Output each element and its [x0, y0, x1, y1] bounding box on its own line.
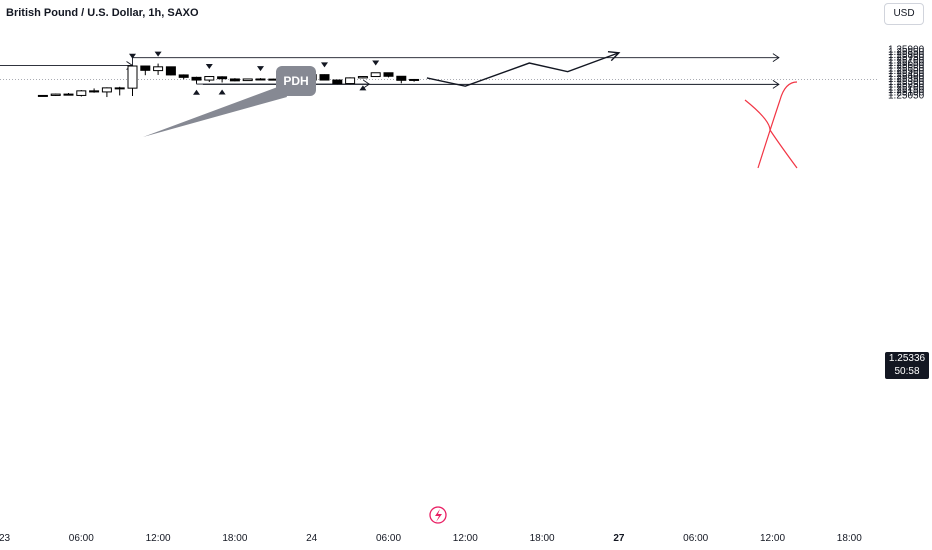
current-price-badge: 1.25336 50:58 [885, 352, 929, 379]
currency-button[interactable]: USD [884, 3, 924, 25]
price-tick-label: 1.25400 [888, 72, 925, 83]
candle-body [345, 77, 356, 85]
time-tick-label: 23 [0, 533, 10, 544]
price-tick-label: 1.25300 [888, 77, 925, 88]
pdh-callout-pointer [143, 85, 287, 137]
time-tick-label: 12:00 [453, 533, 478, 544]
candle-body [165, 66, 176, 76]
projection-arrowhead [607, 51, 621, 62]
price-tick-label: 1.25050 [888, 90, 925, 101]
candle-body [114, 87, 125, 90]
marker-down [154, 51, 162, 57]
candle-body [127, 65, 138, 89]
price-tick-label: 1.25600 [888, 61, 925, 72]
candle-body [255, 78, 266, 81]
price-tick-label: 1.25500 [888, 66, 925, 77]
marker-down [321, 62, 328, 68]
horizontal-lines [0, 53, 780, 89]
marker-up [193, 89, 200, 95]
price-tick-label: 1.25900 [888, 45, 925, 56]
price-tick-label: 1.25850 [888, 47, 925, 58]
price-tick-label: 1.25100 [888, 88, 925, 99]
time-tick-label: 06:00 [683, 533, 708, 544]
candle-body [153, 66, 164, 72]
candle-body [357, 76, 368, 79]
candle-body [332, 79, 343, 85]
horizontal-line-arrow [772, 79, 780, 89]
time-tick-label: 06:00 [69, 533, 94, 544]
candle-body [319, 74, 330, 81]
marker-down [257, 66, 264, 72]
marker-up [218, 89, 226, 95]
marker-down [129, 53, 136, 59]
candle-body [396, 75, 407, 81]
marker-down [205, 64, 213, 69]
price-tick-label: 1.25200 [888, 82, 925, 93]
red-cross-annotation [744, 81, 798, 169]
candle-body [63, 93, 74, 96]
projection-path [426, 51, 621, 87]
time-axis[interactable]: 23 06:00 12:00 18:00 24 06:00 12:00 18:00 27 06:0… [0, 533, 862, 544]
price-axis[interactable]: 1.259001.258501.258001.257501.257001.256… [888, 45, 925, 102]
price-tick-label: 1.25450 [888, 69, 925, 80]
time-tick-label: 12:00 [146, 533, 171, 544]
candle-body [89, 90, 100, 93]
time-tick-label: 06:00 [376, 533, 401, 544]
price-tick-label: 1.25800 [888, 50, 925, 61]
marker-down [372, 60, 380, 66]
candle-body [50, 93, 61, 96]
candle-body [217, 76, 228, 80]
candle-body [204, 76, 215, 81]
time-tick-label: 24 [306, 533, 318, 544]
candle-body [178, 74, 189, 78]
candle-body [242, 78, 253, 82]
candles [37, 63, 420, 98]
candle-body [140, 65, 151, 71]
candle-body [229, 78, 240, 82]
candle-body [101, 87, 112, 93]
time-tick-label: 27 [613, 533, 625, 544]
candle-body [370, 72, 381, 78]
price-tick-label: 1.25700 [888, 55, 925, 66]
price-tick-label: 1.25550 [888, 63, 925, 74]
projection-line [426, 52, 620, 87]
time-tick-label: 18:00 [837, 533, 862, 544]
candle-body [383, 72, 394, 77]
candle-body [191, 76, 202, 81]
price-tick-label: 1.25250 [888, 80, 925, 91]
price-tick-label: 1.25350 [888, 74, 925, 85]
time-tick-label: 18:00 [222, 533, 247, 544]
current-price-value: 1.25336 [888, 353, 926, 364]
price-tick-label: 1.25150 [888, 85, 925, 96]
candle-body [37, 94, 48, 97]
time-tick-label: 18:00 [530, 533, 555, 544]
lightning-icon[interactable] [429, 506, 447, 524]
candle-body [76, 90, 87, 96]
price-tick-label: 1.25750 [888, 53, 925, 64]
symbol-title: British Pound / U.S. Dollar, 1h, SAXO [6, 7, 199, 19]
candle-body [409, 78, 420, 81]
bar-countdown: 50:58 [894, 366, 920, 377]
pdh-label[interactable]: PDH [276, 66, 316, 96]
price-tick-label: 1.25650 [888, 58, 925, 69]
time-tick-label: 12:00 [760, 533, 785, 544]
horizontal-line-arrow [772, 53, 780, 63]
marker-up [359, 85, 367, 91]
